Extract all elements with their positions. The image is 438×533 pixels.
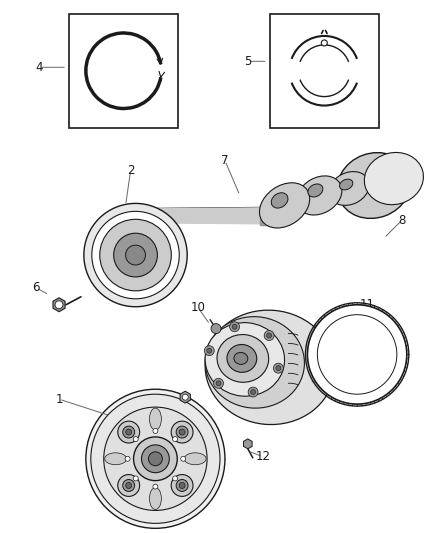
- Text: 10: 10: [191, 301, 205, 314]
- Circle shape: [321, 40, 327, 46]
- Ellipse shape: [217, 335, 268, 382]
- Ellipse shape: [337, 152, 411, 219]
- Ellipse shape: [205, 322, 285, 396]
- Circle shape: [230, 322, 240, 332]
- Circle shape: [267, 333, 272, 338]
- Circle shape: [214, 378, 223, 388]
- Ellipse shape: [105, 453, 127, 465]
- Circle shape: [307, 305, 407, 404]
- Polygon shape: [244, 439, 252, 449]
- Circle shape: [318, 314, 397, 394]
- Bar: [270, 14, 379, 128]
- Circle shape: [141, 445, 170, 473]
- Circle shape: [204, 346, 214, 356]
- Circle shape: [153, 484, 158, 489]
- Ellipse shape: [149, 488, 161, 510]
- Circle shape: [86, 389, 225, 528]
- Circle shape: [84, 204, 187, 307]
- Circle shape: [251, 390, 256, 394]
- Text: 7: 7: [221, 154, 229, 167]
- Ellipse shape: [227, 344, 257, 373]
- Polygon shape: [53, 298, 65, 312]
- Ellipse shape: [308, 184, 323, 197]
- Text: 11: 11: [360, 298, 374, 311]
- Circle shape: [126, 429, 132, 435]
- Ellipse shape: [205, 310, 334, 425]
- Ellipse shape: [364, 152, 424, 205]
- Circle shape: [181, 456, 186, 461]
- Circle shape: [173, 437, 177, 441]
- Circle shape: [179, 482, 185, 488]
- Circle shape: [125, 456, 130, 461]
- Circle shape: [232, 324, 237, 329]
- Circle shape: [179, 429, 185, 435]
- Circle shape: [171, 421, 193, 443]
- Text: 2: 2: [127, 164, 134, 177]
- Ellipse shape: [259, 183, 310, 228]
- Ellipse shape: [205, 317, 304, 408]
- Circle shape: [211, 324, 221, 334]
- Text: 5: 5: [244, 55, 251, 68]
- Circle shape: [123, 480, 134, 491]
- Circle shape: [264, 330, 274, 341]
- Circle shape: [118, 474, 140, 496]
- Circle shape: [153, 429, 158, 433]
- Circle shape: [276, 366, 281, 370]
- Ellipse shape: [234, 352, 248, 365]
- Text: 8: 8: [398, 214, 406, 227]
- Text: 12: 12: [255, 450, 270, 463]
- Circle shape: [55, 301, 63, 309]
- Circle shape: [248, 387, 258, 397]
- Circle shape: [171, 474, 193, 496]
- Ellipse shape: [271, 193, 288, 208]
- Circle shape: [126, 245, 145, 265]
- Ellipse shape: [149, 408, 161, 430]
- Circle shape: [207, 348, 212, 353]
- Circle shape: [173, 476, 177, 481]
- Text: 6: 6: [32, 281, 40, 294]
- Circle shape: [133, 476, 138, 481]
- Circle shape: [91, 394, 220, 523]
- Text: 1: 1: [55, 393, 63, 406]
- Circle shape: [118, 421, 140, 443]
- Bar: [69, 14, 178, 128]
- Ellipse shape: [329, 172, 369, 205]
- Circle shape: [92, 212, 179, 299]
- Circle shape: [126, 482, 132, 488]
- Circle shape: [133, 437, 138, 441]
- Ellipse shape: [297, 176, 342, 215]
- Circle shape: [123, 426, 134, 438]
- Polygon shape: [180, 391, 191, 403]
- Circle shape: [216, 381, 221, 386]
- Circle shape: [182, 394, 188, 400]
- Text: 3: 3: [162, 401, 169, 414]
- Text: 4: 4: [35, 61, 43, 74]
- Circle shape: [273, 363, 283, 373]
- Circle shape: [104, 407, 207, 511]
- Circle shape: [148, 452, 162, 466]
- Ellipse shape: [339, 179, 353, 190]
- Circle shape: [114, 233, 157, 277]
- Ellipse shape: [184, 453, 206, 465]
- Text: 9: 9: [355, 381, 363, 394]
- Circle shape: [176, 480, 188, 491]
- Circle shape: [100, 219, 171, 291]
- Circle shape: [134, 437, 177, 481]
- Circle shape: [176, 426, 188, 438]
